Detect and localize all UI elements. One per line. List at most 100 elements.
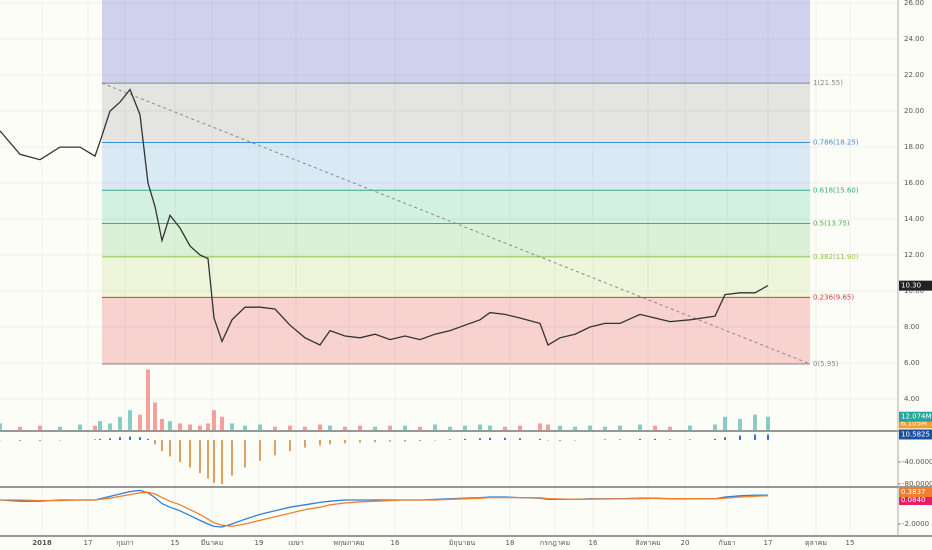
macd-bar [319, 439, 321, 446]
fib-zone [102, 142, 810, 191]
volume-bar [98, 421, 102, 430]
volume-bar [58, 426, 62, 430]
oscillator-line [0, 491, 769, 528]
macd-bar [19, 439, 21, 442]
price-last-tag: 10.30 [901, 282, 921, 290]
macd-bar [619, 439, 621, 440]
oscillator-last-tag: 0.0840 [901, 496, 926, 504]
fib-level-label: 0.236(9.65) [813, 293, 854, 301]
volume-bar [603, 426, 607, 430]
x-tick-label: 19 [255, 539, 264, 547]
x-tick-label: 20 [681, 539, 690, 547]
x-tick-label: กุมภา [116, 539, 133, 547]
volume-last-tag: 12.074M [901, 413, 932, 421]
macd-bar [199, 439, 201, 473]
macd-bar [94, 439, 96, 440]
fib-level-label: 0.5(13.75) [813, 220, 850, 228]
fib-level-label: 0.786(18.25) [813, 139, 859, 147]
oscillator-last-tag-box [899, 495, 932, 505]
macd-bar [464, 438, 466, 440]
volume-bar [78, 424, 82, 430]
volume-bar [738, 419, 742, 430]
volume-bar [638, 424, 642, 430]
macd-bar [449, 439, 451, 440]
macd-bar [639, 438, 641, 440]
x-tick-label: 18 [506, 539, 515, 547]
macd-bar [147, 438, 149, 440]
volume-bar [753, 414, 757, 430]
fib-level-label: 0.382(11.90) [813, 253, 859, 261]
macd-last-tag-box [899, 429, 932, 440]
macd-bar [221, 439, 223, 484]
volume-bar [198, 425, 202, 430]
y-tick-label: 12.00 [904, 251, 924, 259]
macd-bar [654, 438, 656, 440]
volume-bar [668, 426, 672, 430]
volume-bar [713, 424, 717, 430]
volume-bar [18, 426, 22, 430]
oscillator-last-tag: 0.3837 [901, 488, 926, 496]
macd-bar [213, 439, 215, 483]
macd-bar [119, 437, 121, 440]
macd-bar [374, 439, 376, 443]
volume-bar [573, 426, 577, 430]
y-tick-label: 18.00 [904, 143, 924, 151]
macd-bar [434, 439, 436, 441]
volume-bar [358, 425, 362, 430]
volume-bar [0, 423, 2, 430]
volume-bar [153, 402, 157, 430]
macd-bar [489, 437, 491, 440]
macd-bar [231, 439, 233, 476]
volume-bar [146, 369, 150, 430]
volume-bar [588, 425, 592, 430]
macd-bar [99, 438, 101, 440]
macd-bar [389, 439, 391, 442]
volume-bar [433, 424, 437, 430]
y-tick-label: -2.0000 [902, 520, 929, 528]
x-tick-label: สิงหาคม [635, 539, 661, 547]
volume-bar [243, 425, 247, 430]
y-tick-label: 8.00 [904, 323, 920, 331]
volume-last-tag-box [899, 411, 932, 422]
macd-bar [574, 439, 576, 441]
macd-bar [604, 439, 606, 440]
fib-zone [102, 223, 810, 257]
x-tick-label: 16 [589, 539, 598, 547]
volume-bar [118, 416, 122, 430]
x-tick-label: มีนาคม [201, 539, 224, 547]
volume-bar [618, 425, 622, 430]
macd-bar [739, 435, 741, 440]
macd-bar [39, 439, 41, 442]
volume-bar [128, 410, 132, 430]
volume-bar [388, 425, 392, 430]
volume-bar [168, 421, 172, 430]
macd-bar [179, 439, 181, 462]
volume-bar [212, 410, 216, 430]
y-tick-label: 16.00 [904, 179, 924, 187]
volume-bar [488, 425, 492, 430]
fib-zone [102, 256, 810, 298]
price-last-tag-box [899, 280, 932, 291]
macd-bar [207, 439, 209, 479]
macd-bar [329, 439, 331, 445]
macd-bar [359, 439, 361, 443]
macd-last-tag: 10.5825 [901, 430, 930, 438]
price-line [0, 88, 769, 346]
x-tick-label: เมษา [288, 539, 304, 547]
volume-bar [766, 416, 770, 430]
volume-bar [220, 416, 224, 430]
volume-bar [38, 425, 42, 430]
fib-zone [102, 297, 810, 364]
macd-bar [767, 434, 769, 440]
volume-bar [343, 426, 347, 430]
macd-bar [274, 439, 276, 456]
volume-bar [403, 425, 407, 430]
x-tick-label: 15 [846, 539, 855, 547]
macd-bar [259, 439, 261, 461]
x-tick-label: 15 [171, 539, 180, 547]
macd-bar [504, 437, 506, 440]
fib-trend-line [101, 82, 811, 365]
macd-bar [419, 439, 421, 442]
macd-bar [344, 439, 346, 444]
